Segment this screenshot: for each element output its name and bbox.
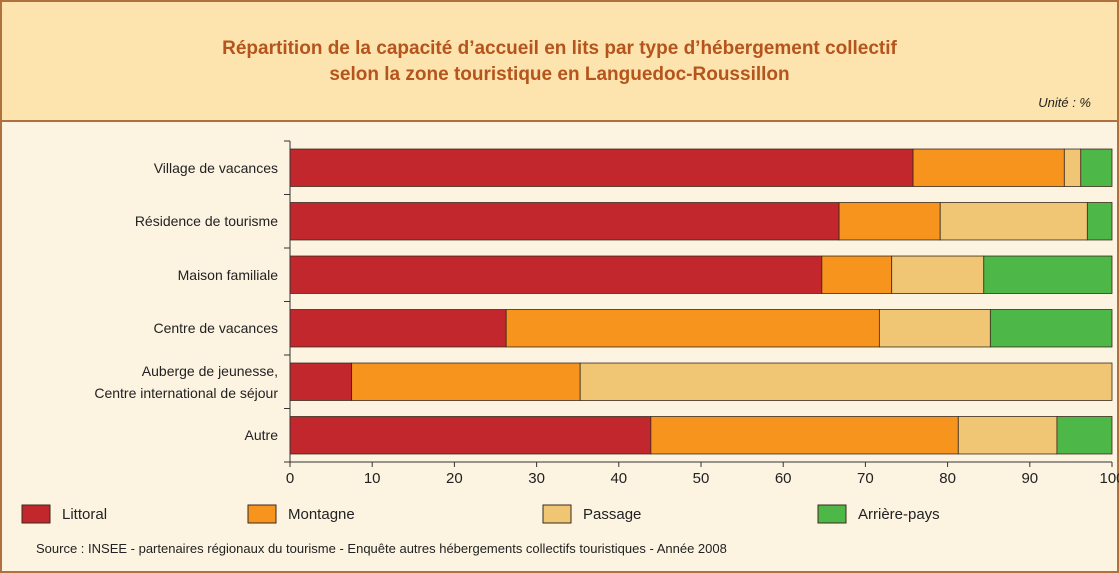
y-tick-label: Autre [244,427,278,444]
bar-segment [289,202,840,241]
bar-segment [289,309,507,348]
x-tick-label: 30 [528,470,545,487]
x-tick-label: 10 [364,470,381,487]
y-tick-label: Centre de vacances [153,320,278,337]
bar-segment [912,148,1065,187]
y-tick-label: Village de vacances [153,159,278,176]
legend-swatch [542,504,572,524]
bar-segment [891,255,985,294]
y-tick-label: Résidence de tourisme [134,213,278,230]
bar-segment [579,362,1113,401]
y-tick-label: Maison familiale [177,266,278,283]
chart-title: Répartition de la capacité d’accueil en … [222,38,897,85]
legend-swatch [21,504,51,524]
x-tick-label: 0 [286,470,294,487]
x-tick-label: 90 [1021,470,1038,487]
x-tick-label: 80 [939,470,956,487]
bar-segment [650,416,959,455]
bar-segment [1063,148,1082,187]
bar-segment [351,362,581,401]
bar-segment [878,309,991,348]
bar-segment [939,202,1088,241]
legend-label: Arrière-pays [858,506,940,523]
x-tick-label: 60 [775,470,792,487]
bar-segment [289,362,353,401]
legend-label: Montagne [288,506,355,523]
bar-segment [289,255,823,294]
legend-label: Passage [583,506,641,523]
bar-segment [289,148,914,187]
bar-segment [821,255,893,294]
header-band [0,0,1119,122]
x-tick-label: 50 [693,470,710,487]
bar-segment [1086,202,1113,241]
x-tick-label: 100 [1099,470,1119,487]
legend-swatch [817,504,847,524]
bar-segment [838,202,941,241]
x-tick-label: 20 [446,470,463,487]
legend-label: Littoral [62,506,107,523]
x-tick-label: 70 [857,470,874,487]
bar-segment [957,416,1058,455]
unit: Unité : % [1038,95,1091,110]
y-tick-label: Auberge de jeunesse, Centre internationa… [94,362,278,401]
bar-segment [1080,148,1113,187]
bar-segment [1056,416,1113,455]
legend-swatch [247,504,277,524]
bar-segment [505,309,880,348]
x-tick-label: 40 [610,470,627,487]
source: Source : INSEE - partenaires régionaux d… [36,541,727,556]
bar-segment [989,309,1113,348]
bar-segment [289,416,652,455]
bar-segment [983,255,1113,294]
